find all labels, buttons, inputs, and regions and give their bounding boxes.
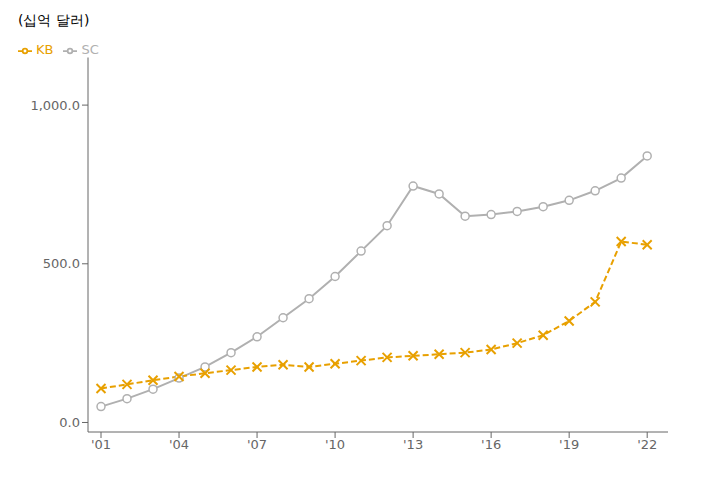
svg-text:'22: '22	[637, 437, 657, 452]
svg-text:0.0: 0.0	[59, 415, 80, 430]
html-text:SC: SC	[81, 42, 99, 57]
svg-text:'04: '04	[169, 437, 189, 452]
svg-text:500.0: 500.0	[43, 256, 80, 271]
html-text:KB: KB	[36, 42, 54, 57]
svg-text:1,000.0: 1,000.0	[30, 98, 80, 113]
svg-text:'07: '07	[247, 437, 267, 452]
svg-text:'01: '01	[91, 437, 111, 452]
html-text:(십억 달러): (십억 달러)	[18, 12, 90, 28]
svg-text:'10: '10	[325, 437, 345, 452]
svg-text:'19: '19	[559, 437, 579, 452]
svg-text:'13: '13	[403, 437, 423, 452]
svg-text:'16: '16	[481, 437, 501, 452]
